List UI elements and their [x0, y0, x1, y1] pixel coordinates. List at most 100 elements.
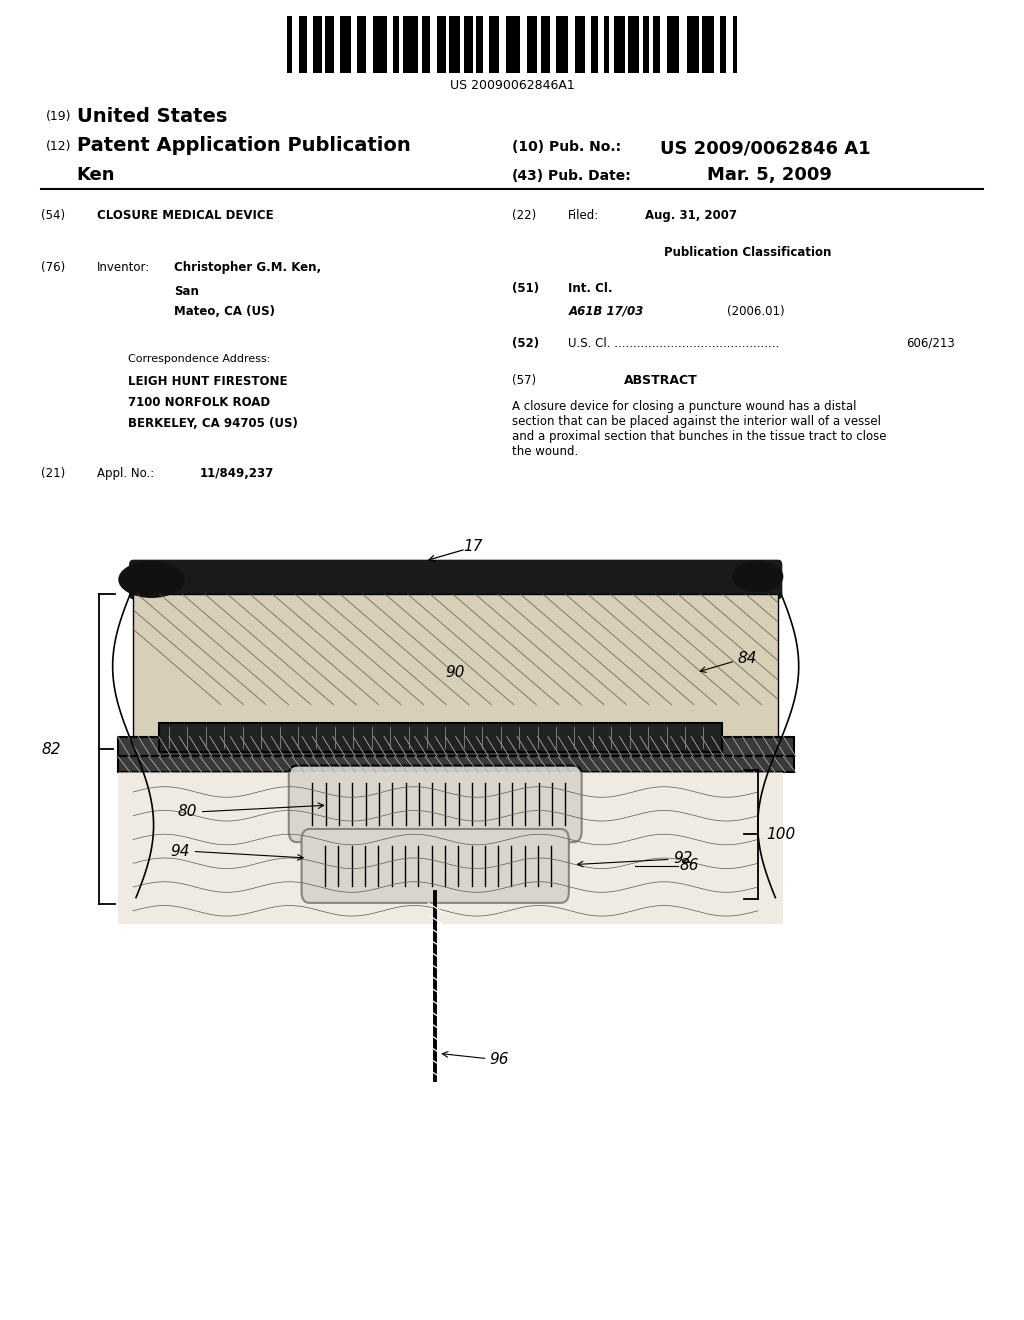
Bar — [635, 16, 639, 73]
Text: United States: United States — [77, 107, 227, 125]
Bar — [340, 16, 345, 73]
Bar — [541, 16, 546, 73]
Text: (54): (54) — [41, 209, 66, 222]
Text: (19): (19) — [46, 110, 72, 123]
Bar — [464, 16, 466, 73]
Bar — [591, 16, 593, 73]
Text: (52): (52) — [512, 337, 539, 350]
Bar — [331, 16, 334, 73]
Text: A closure device for closing a puncture wound has a distal
section that can be p: A closure device for closing a puncture … — [512, 400, 887, 458]
Bar — [118, 737, 794, 756]
Bar — [674, 16, 679, 73]
Text: Appl. No.:: Appl. No.: — [97, 467, 155, 480]
Bar — [393, 16, 397, 73]
Text: Patent Application Publication: Patent Application Publication — [77, 136, 411, 154]
Bar — [532, 16, 537, 73]
Text: 7100 NORFOLK ROAD: 7100 NORFOLK ROAD — [128, 396, 270, 409]
Bar — [527, 16, 532, 73]
Bar — [575, 16, 583, 73]
Text: US 20090062846A1: US 20090062846A1 — [450, 79, 574, 92]
Bar — [449, 16, 456, 73]
Bar — [686, 16, 692, 73]
Bar — [709, 16, 715, 73]
Text: 86: 86 — [680, 858, 699, 874]
Text: Inventor:: Inventor: — [97, 261, 151, 275]
Text: Ken: Ken — [77, 166, 116, 185]
Bar — [495, 16, 499, 73]
Text: 94: 94 — [170, 843, 189, 859]
Text: U.S. Cl. ............................................: U.S. Cl. ...............................… — [568, 337, 779, 350]
Bar — [403, 16, 411, 73]
Bar — [692, 16, 699, 73]
FancyBboxPatch shape — [289, 766, 582, 842]
Bar — [411, 16, 418, 73]
Text: US 2009/0062846 A1: US 2009/0062846 A1 — [660, 140, 871, 158]
Bar — [593, 16, 598, 73]
Bar — [556, 16, 563, 73]
FancyBboxPatch shape — [129, 560, 782, 599]
Bar — [628, 16, 635, 73]
Bar — [655, 16, 659, 73]
Text: (76): (76) — [41, 261, 66, 275]
Bar — [287, 16, 292, 73]
Text: A61B 17/03: A61B 17/03 — [568, 305, 643, 318]
Text: (21): (21) — [41, 467, 66, 480]
Bar — [583, 16, 585, 73]
Bar — [397, 16, 399, 73]
Bar — [325, 16, 331, 73]
Text: 82: 82 — [42, 742, 61, 756]
Bar — [364, 16, 366, 73]
Bar — [720, 16, 724, 73]
Bar — [380, 16, 387, 73]
Text: Mateo, CA (US): Mateo, CA (US) — [174, 305, 275, 318]
Text: (22): (22) — [512, 209, 537, 222]
Bar — [606, 16, 609, 73]
Text: Pub. Date:: Pub. Date: — [548, 169, 631, 183]
Text: Christopher G.M. Ken,: Christopher G.M. Ken, — [174, 261, 322, 275]
Bar — [478, 16, 483, 73]
Text: (12): (12) — [46, 140, 72, 153]
Bar — [299, 16, 302, 73]
Bar — [356, 16, 364, 73]
Text: 90: 90 — [445, 665, 465, 680]
Bar — [604, 16, 606, 73]
Text: 17: 17 — [463, 539, 482, 553]
Bar — [422, 16, 426, 73]
Text: 96: 96 — [489, 1052, 509, 1068]
Text: (57): (57) — [512, 374, 537, 387]
Ellipse shape — [118, 561, 184, 598]
Text: (51): (51) — [512, 282, 539, 296]
Bar — [701, 16, 709, 73]
Text: 84: 84 — [737, 651, 757, 665]
Text: (2006.01): (2006.01) — [727, 305, 784, 318]
Bar — [506, 16, 513, 73]
Bar — [118, 756, 794, 772]
Bar — [614, 16, 618, 73]
Text: CLOSURE MEDICAL DEVICE: CLOSURE MEDICAL DEVICE — [97, 209, 273, 222]
Text: ABSTRACT: ABSTRACT — [624, 374, 697, 387]
Bar — [345, 16, 351, 73]
Bar — [321, 16, 323, 73]
Bar — [133, 594, 778, 737]
Ellipse shape — [732, 561, 783, 593]
Text: Aug. 31, 2007: Aug. 31, 2007 — [645, 209, 737, 222]
Bar — [489, 16, 495, 73]
Bar — [643, 16, 647, 73]
Bar — [313, 16, 321, 73]
Bar — [436, 16, 443, 73]
Bar — [653, 16, 655, 73]
Bar — [373, 16, 380, 73]
Bar — [159, 723, 722, 752]
Bar — [667, 16, 674, 73]
FancyBboxPatch shape — [301, 829, 569, 903]
Bar — [563, 16, 568, 73]
Text: 100: 100 — [766, 826, 796, 842]
Text: Int. Cl.: Int. Cl. — [568, 282, 612, 296]
Text: BERKELEY, CA 94705 (US): BERKELEY, CA 94705 (US) — [128, 417, 298, 430]
Text: Correspondence Address:: Correspondence Address: — [128, 354, 270, 364]
Text: 92: 92 — [674, 850, 693, 866]
Text: Filed:: Filed: — [568, 209, 600, 222]
Bar — [647, 16, 649, 73]
Bar — [724, 16, 726, 73]
Text: Mar. 5, 2009: Mar. 5, 2009 — [707, 166, 831, 185]
